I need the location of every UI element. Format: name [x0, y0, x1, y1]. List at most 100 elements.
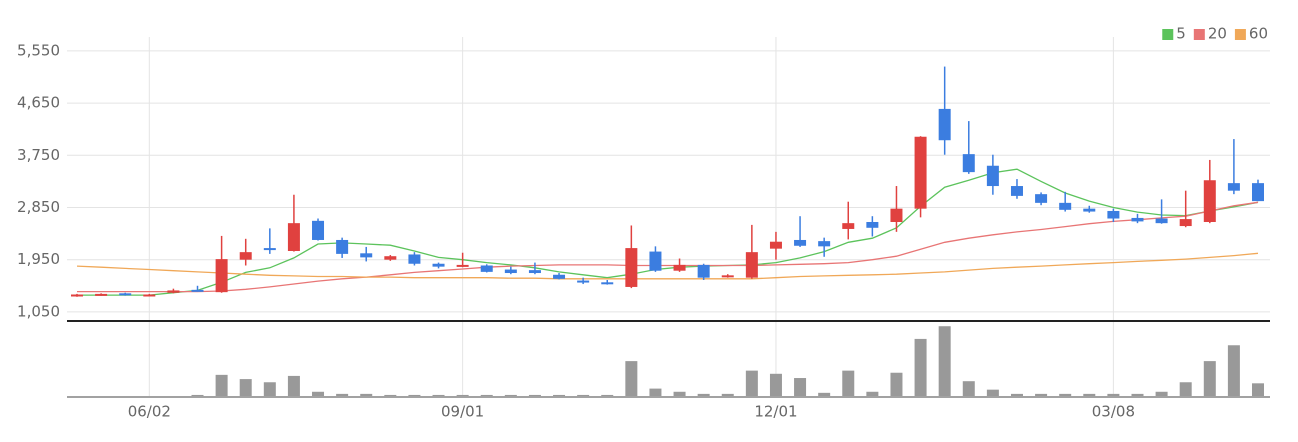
- legend-label: 5: [1176, 25, 1186, 43]
- candle-body: [745, 252, 758, 278]
- candle-body: [119, 293, 132, 296]
- y-tick-label: 1,950: [17, 250, 60, 268]
- candle-body: [312, 220, 325, 240]
- volume-bar: [697, 393, 710, 396]
- candle-body: [553, 274, 566, 279]
- volume-bar: [890, 372, 903, 396]
- volume-bar: [1179, 382, 1192, 396]
- volume-bar: [239, 379, 252, 396]
- volume-bar: [625, 361, 638, 396]
- volume-bar: [553, 394, 566, 396]
- volume-bar: [1107, 393, 1120, 396]
- volume-bar: [818, 392, 831, 396]
- candle-body: [986, 165, 999, 187]
- volume-bar: [215, 374, 228, 396]
- volume-bar: [721, 393, 734, 396]
- volume-bar: [1035, 393, 1048, 396]
- volume-bar: [528, 394, 541, 396]
- volume-bar: [673, 391, 686, 396]
- volume-bar: [456, 394, 469, 396]
- candle-body: [480, 265, 493, 272]
- volume-bar: [1227, 345, 1240, 396]
- volume-bar: [384, 394, 397, 396]
- candle-body: [384, 256, 397, 260]
- volume-bar: [769, 373, 782, 396]
- volume-bar: [263, 382, 276, 396]
- candle-body: [95, 293, 108, 296]
- candle-body: [287, 223, 300, 251]
- y-tick-label: 2,850: [17, 198, 60, 216]
- volume-bar: [914, 338, 927, 396]
- candle-body: [1179, 219, 1192, 227]
- x-tick-label: 12/01: [754, 403, 797, 421]
- volume-bar: [649, 388, 662, 396]
- y-tick-label: 5,550: [17, 41, 60, 59]
- volume-bar: [1252, 383, 1264, 396]
- legend-label: 20: [1208, 25, 1227, 43]
- legend-label: 60: [1249, 25, 1268, 43]
- ma-line: [77, 201, 1259, 293]
- candle-body: [360, 253, 373, 258]
- volume-bar: [191, 394, 204, 396]
- volume-bar: [1155, 391, 1168, 396]
- candle-body: [914, 136, 927, 209]
- legend-swatch: [1234, 29, 1246, 40]
- candle-body: [938, 108, 951, 141]
- candle-body: [625, 248, 638, 287]
- candle-body: [1203, 180, 1216, 222]
- candle-body: [432, 263, 445, 267]
- y-tick-label: 4,650: [17, 94, 60, 112]
- candle-body: [71, 294, 83, 297]
- candle-body: [167, 290, 180, 293]
- candle-body: [1155, 218, 1168, 224]
- volume-bar: [1010, 393, 1023, 396]
- volume-bar: [504, 394, 517, 396]
- candle-body: [1227, 183, 1240, 191]
- candle-body: [818, 241, 831, 247]
- y-tick-label: 1,050: [17, 302, 60, 320]
- volume-bar: [360, 393, 373, 396]
- volume-bar: [408, 394, 421, 396]
- legend-swatch: [1193, 29, 1205, 40]
- volume-bar: [432, 394, 445, 396]
- candle-body: [769, 241, 782, 249]
- volume-bar: [336, 393, 349, 396]
- candle-body: [649, 251, 662, 271]
- volume-bar: [1203, 361, 1216, 396]
- candle-body: [504, 269, 517, 274]
- candle-body: [962, 154, 975, 173]
- candle-body: [1083, 208, 1096, 212]
- candle-body: [577, 280, 590, 283]
- candle-body: [601, 282, 614, 285]
- volume-bar: [938, 326, 951, 396]
- x-tick-label: 03/08: [1092, 403, 1135, 421]
- candle-body: [1059, 202, 1072, 210]
- volume-bar: [1059, 393, 1072, 396]
- candle-body: [697, 264, 710, 278]
- volume-bar: [312, 391, 325, 396]
- candle-body: [456, 264, 469, 267]
- candle-body: [1252, 183, 1264, 202]
- ma-line: [77, 168, 1259, 296]
- volume-bar: [577, 394, 590, 396]
- candle-body: [408, 254, 421, 264]
- volume-bar: [962, 381, 975, 396]
- volume-bar: [986, 389, 999, 396]
- volume-bar: [842, 370, 855, 396]
- candle-body: [890, 208, 903, 222]
- volume-bar: [794, 378, 807, 396]
- x-tick-label: 09/01: [441, 403, 484, 421]
- ma-line: [76, 252, 1259, 280]
- candle-body: [143, 294, 156, 297]
- candle-body: [673, 264, 686, 271]
- volume-bar: [1083, 393, 1096, 396]
- candle-body: [528, 270, 541, 274]
- candle-body: [1010, 186, 1023, 196]
- volume-bar: [745, 370, 758, 396]
- candle-body: [215, 259, 228, 293]
- volume-bar: [480, 394, 493, 396]
- candle-body: [1107, 210, 1120, 219]
- x-tick-label: 06/02: [128, 403, 171, 421]
- volume-bar: [1131, 393, 1144, 396]
